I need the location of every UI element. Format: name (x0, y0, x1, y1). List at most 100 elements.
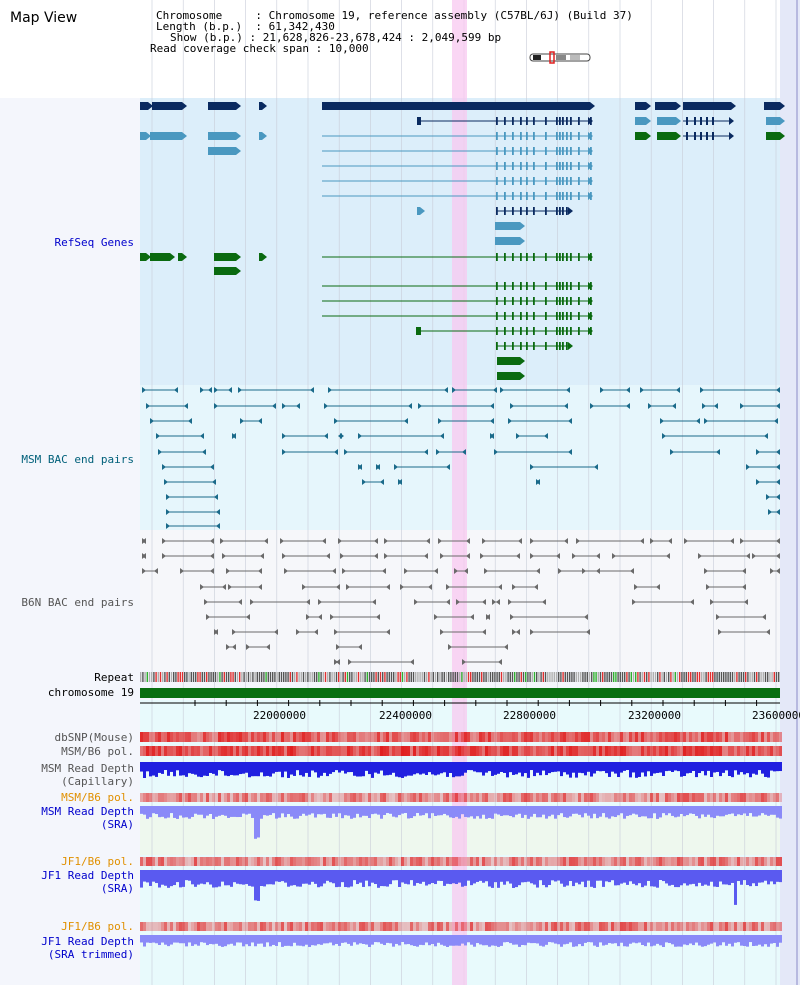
msm-b6-pol-heat-2 (242, 793, 245, 802)
msm-b6-pol-heat (695, 746, 698, 756)
track-label-dbsnp[interactable]: dbSNP(Mouse) (54, 731, 134, 744)
msm-b6-pol-heat-2 (683, 793, 686, 802)
repeat-mark (527, 672, 529, 682)
dbsnp-heat (239, 732, 242, 742)
msm-bac-pair (568, 449, 572, 455)
track-label-msm-bac[interactable]: MSM BAC end pairs (21, 453, 134, 466)
jf1-b6-pol-heat (767, 857, 770, 866)
repeat-mark (412, 672, 415, 682)
gene-exon (700, 117, 702, 125)
msm-b6-pol-heat (548, 746, 551, 756)
gene-exon (512, 297, 514, 305)
dbsnp-heat (698, 732, 701, 742)
jf1-depth-sra-bar (662, 870, 665, 882)
jf1-b6-pol-heat-2 (185, 922, 188, 931)
track-label-jf1-b6-pol[interactable]: JF1/B6 pol. (61, 855, 134, 868)
msm-depth-cap-bar (236, 762, 239, 776)
msm-depth-sra-bar (425, 806, 428, 814)
track-label-jf1-depth-trim-line1[interactable]: JF1 Read Depth (41, 935, 134, 948)
jf1-depth-sra-bar (452, 870, 455, 884)
jf1-b6-pol-heat-2 (332, 922, 335, 931)
msm-depth-cap-bar (140, 762, 143, 772)
gene-exon (578, 162, 580, 170)
repeat-mark (533, 672, 536, 682)
repeat-mark (397, 672, 399, 682)
repeat-mark (426, 672, 428, 682)
jf1-depth-trim-bar (383, 935, 386, 946)
track-label-repeat[interactable]: Repeat (94, 671, 134, 684)
track-label-refseq-genes[interactable]: RefSeq Genes (54, 236, 134, 249)
msm-b6-pol-heat-2 (263, 793, 266, 802)
b6n-bac-pair (306, 614, 310, 620)
track-label-jf1-b6-pol-2[interactable]: JF1/B6 pol. (61, 920, 134, 933)
msm-depth-sra-bar (260, 806, 263, 819)
track-label-msm-b6-pol[interactable]: MSM/B6 pol. (61, 745, 134, 758)
msm-b6-pol-heat-2 (389, 793, 392, 802)
msm-depth-sra-bar (449, 806, 452, 818)
repeat-mark (734, 672, 736, 682)
msm-b6-pol-heat (404, 746, 407, 756)
dbsnp-heat (233, 732, 236, 742)
repeat-mark (406, 672, 408, 682)
jf1-depth-sra-bar (638, 870, 641, 884)
repeat-mark (670, 672, 672, 682)
repeat-mark (144, 672, 146, 682)
msm-b6-pol-heat-2 (452, 793, 455, 802)
msm-b6-pol-heat-2 (275, 793, 278, 802)
gene-exon (694, 117, 696, 125)
dbsnp-heat (524, 732, 527, 742)
repeat-mark (170, 672, 173, 682)
msm-b6-pol-heat (494, 746, 497, 756)
track-label-msm-depth-cap-line1[interactable]: MSM Read Depth (41, 762, 134, 775)
msm-bac-pair (746, 464, 750, 470)
track-label-msm-depth-sra-line1[interactable]: MSM Read Depth (41, 805, 134, 818)
msm-b6-pol-heat-2 (605, 793, 608, 802)
msm-depth-cap-bar (215, 762, 218, 776)
b6n-bac-pair (690, 599, 694, 605)
jf1-depth-trim-bar (614, 935, 617, 944)
msm-b6-pol-heat (470, 746, 473, 756)
msm-bac-pair (150, 418, 154, 424)
gene-exon (504, 342, 506, 350)
b6n-bac-pair (742, 568, 746, 574)
gene-arrow (236, 132, 241, 140)
msm-depth-sra-bar (386, 806, 389, 814)
msm-b6-pol-heat (734, 746, 737, 756)
jf1-depth-trim-bar (701, 935, 704, 947)
msm-depth-sra-bar (485, 806, 488, 819)
repeat-mark (650, 672, 652, 682)
jf1-b6-pol-heat (407, 857, 410, 866)
dbsnp-heat (752, 732, 755, 742)
msm-b6-pol-heat (269, 746, 272, 756)
jf1-depth-sra-bar (722, 870, 725, 885)
msm-depth-cap-bar (422, 762, 425, 774)
msm-b6-pol-heat-2 (464, 793, 467, 802)
repeat-mark (514, 672, 516, 682)
msm-depth-sra-bar (272, 806, 275, 814)
msm-b6-pol-heat-2 (218, 793, 221, 802)
msm-b6-pol-heat (359, 746, 362, 756)
jf1-b6-pol-heat-2 (473, 922, 476, 931)
dbsnp-heat (392, 732, 395, 742)
jf1-depth-sra-bar (410, 870, 413, 881)
b6n-bac-pair (162, 538, 166, 544)
gene-arrow (262, 253, 267, 261)
ideogram-position (549, 51, 555, 64)
repeat-mark (487, 672, 489, 682)
msm-depth-cap-bar (746, 762, 749, 774)
msm-b6-pol-heat (587, 746, 590, 756)
track-label-chromosome[interactable]: chromosome 19 (47, 686, 134, 699)
track-label-msm-b6-pol-2[interactable]: MSM/B6 pol. (61, 791, 134, 804)
msm-depth-cap-bar (611, 762, 614, 772)
msm-depth-cap-bar (446, 762, 449, 777)
msm-b6-pol-heat (659, 746, 662, 756)
track-label-b6n-bac[interactable]: B6N BAC end pairs (21, 596, 134, 609)
jf1-depth-trim-bar (482, 935, 485, 946)
msm-b6-pol-heat-2 (686, 793, 689, 802)
track-label-jf1-depth-sra-line1[interactable]: JF1 Read Depth (41, 869, 134, 882)
msm-depth-sra-bar (641, 806, 644, 817)
msm-b6-pol-heat (644, 746, 647, 756)
jf1-b6-pol-heat (416, 857, 419, 866)
msm-depth-sra-bar (497, 806, 500, 815)
